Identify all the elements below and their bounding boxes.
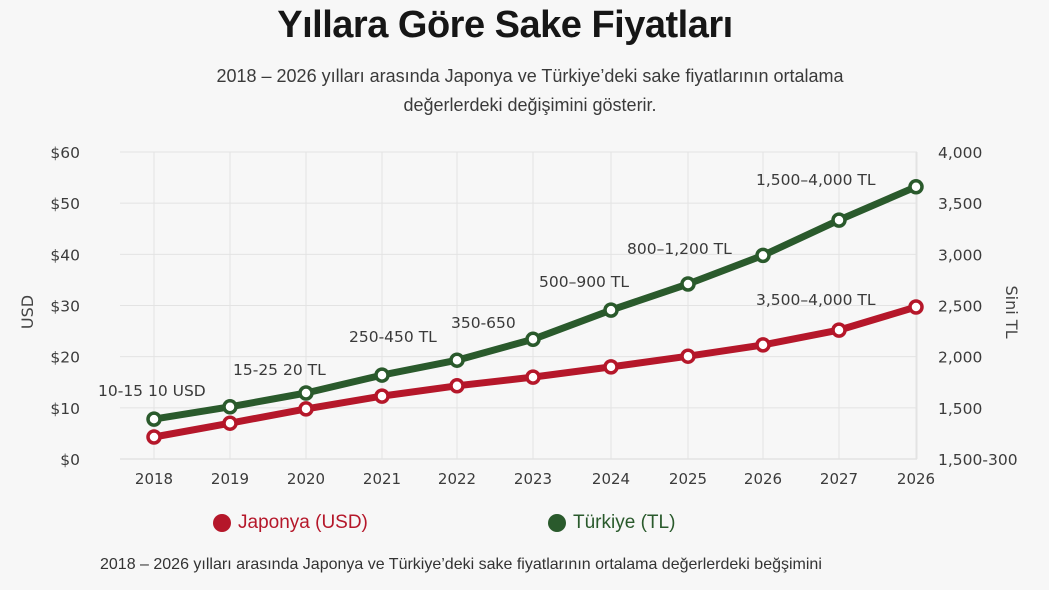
data-annotation: 350-650 xyxy=(451,314,516,332)
x-tick: 2026 xyxy=(744,470,782,488)
data-point-marker[interactable] xyxy=(603,359,619,375)
series-turkiye xyxy=(146,179,924,427)
chart-subtitle: 2018 – 2026 yılları arasında Japonya ve … xyxy=(120,62,940,120)
data-annotation: 250-450 TL xyxy=(349,328,437,346)
left-y-tick: $50 xyxy=(50,195,80,213)
legend-label-japonya: Japonya (USD) xyxy=(238,512,368,533)
right-y-tick: 2,500 xyxy=(938,298,982,316)
left-y-tick: $30 xyxy=(50,298,80,316)
data-point-marker[interactable] xyxy=(222,399,238,415)
right-axis-title: Sini TL xyxy=(1002,286,1021,339)
data-point-marker[interactable] xyxy=(222,415,238,431)
data-point-marker[interactable] xyxy=(298,385,314,401)
data-annotation: 15-25 20 TL xyxy=(233,361,326,379)
data-point-marker[interactable] xyxy=(525,369,541,385)
x-axis: 2018 2019 2020 2021 2022 2023 2024 2025 2026 2027… xyxy=(135,470,935,488)
data-point-marker[interactable] xyxy=(831,322,847,338)
data-point-marker[interactable] xyxy=(755,247,771,264)
subtitle-line-2: değerlerdeki değişimini gösterir. xyxy=(403,95,657,115)
data-point-marker[interactable] xyxy=(449,378,465,394)
japonya-legend-dot-icon xyxy=(213,514,231,532)
x-tick: 2025 xyxy=(669,470,707,488)
data-point-marker[interactable] xyxy=(603,302,619,318)
x-tick: 2020 xyxy=(287,470,325,488)
right-y-tick: 3,000 xyxy=(938,246,982,264)
data-annotation: 800–1,200 TL xyxy=(627,240,732,258)
data-point-marker[interactable] xyxy=(755,337,771,353)
grid-lines xyxy=(120,151,918,460)
data-annotation: 3,500–4,000 TL xyxy=(756,291,876,309)
x-tick: 2022 xyxy=(438,470,476,488)
data-annotation: 1,500–4,000 TL xyxy=(756,171,876,189)
right-y-tick: 1,500 xyxy=(938,400,982,418)
data-annotation: 10-15 10 USD xyxy=(98,382,206,400)
data-point-marker[interactable] xyxy=(298,401,314,417)
x-tick: 2027 xyxy=(820,470,858,488)
right-y-tick: 3,500 xyxy=(938,195,982,213)
data-point-marker[interactable] xyxy=(449,352,465,368)
left-y-tick: $0 xyxy=(60,451,80,469)
data-point-marker[interactable] xyxy=(908,299,924,315)
legend-label-turkiye: Türkiye (TL) xyxy=(573,512,676,533)
left-y-tick: $40 xyxy=(50,246,80,264)
subtitle-line-1: 2018 – 2026 yılları arasında Japonya ve … xyxy=(216,66,844,86)
right-y-tick: 1,500-300 xyxy=(938,451,1018,469)
x-tick: 2021 xyxy=(363,470,401,488)
data-point-marker[interactable] xyxy=(908,179,924,195)
right-y-tick: 2,000 xyxy=(938,349,982,367)
data-point-marker[interactable] xyxy=(831,212,847,228)
legend-item-japonya[interactable]: Japonya (USD) xyxy=(213,512,368,534)
turkiye-legend-dot-icon xyxy=(548,514,566,532)
x-tick: 2024 xyxy=(592,470,630,488)
data-point-marker[interactable] xyxy=(525,331,541,348)
left-y-tick: $10 xyxy=(50,400,80,418)
data-series xyxy=(146,179,924,445)
data-annotation: 500–900 TL xyxy=(539,273,629,291)
x-tick: 2019 xyxy=(211,470,249,488)
data-point-marker[interactable] xyxy=(146,411,162,427)
data-point-marker[interactable] xyxy=(374,388,390,404)
data-point-marker[interactable] xyxy=(680,348,696,364)
data-point-marker[interactable] xyxy=(680,276,696,292)
data-annotations: 10-15 10 USD 15-25 20 TL 250-450 TL 350-650… xyxy=(98,171,876,400)
right-y-axis: 1,500-300 1,500 2,000 2,500 3,000 3,500 4,000 xyxy=(938,144,1018,469)
x-tick: 2026 xyxy=(897,470,935,488)
footer-caption: 2018 – 2026 yılları arasında Japonya ve … xyxy=(100,556,822,573)
chart-title: Yıllara Göre Sake Fiyatları xyxy=(277,4,733,46)
series-japonya xyxy=(146,299,924,445)
right-y-tick: 4,000 xyxy=(938,144,982,162)
left-y-tick: $60 xyxy=(50,144,80,162)
left-y-axis: $0 $10 $20 $30 $40 $50 $60 xyxy=(50,144,80,469)
data-point-marker[interactable] xyxy=(146,429,162,445)
legend-item-turkiye[interactable]: Türkiye (TL) xyxy=(548,512,675,534)
left-axis-title: USD xyxy=(18,295,37,329)
x-tick: 2023 xyxy=(514,470,552,488)
data-point-marker[interactable] xyxy=(374,367,390,383)
left-y-tick: $20 xyxy=(50,349,80,367)
x-tick: 2018 xyxy=(135,470,173,488)
